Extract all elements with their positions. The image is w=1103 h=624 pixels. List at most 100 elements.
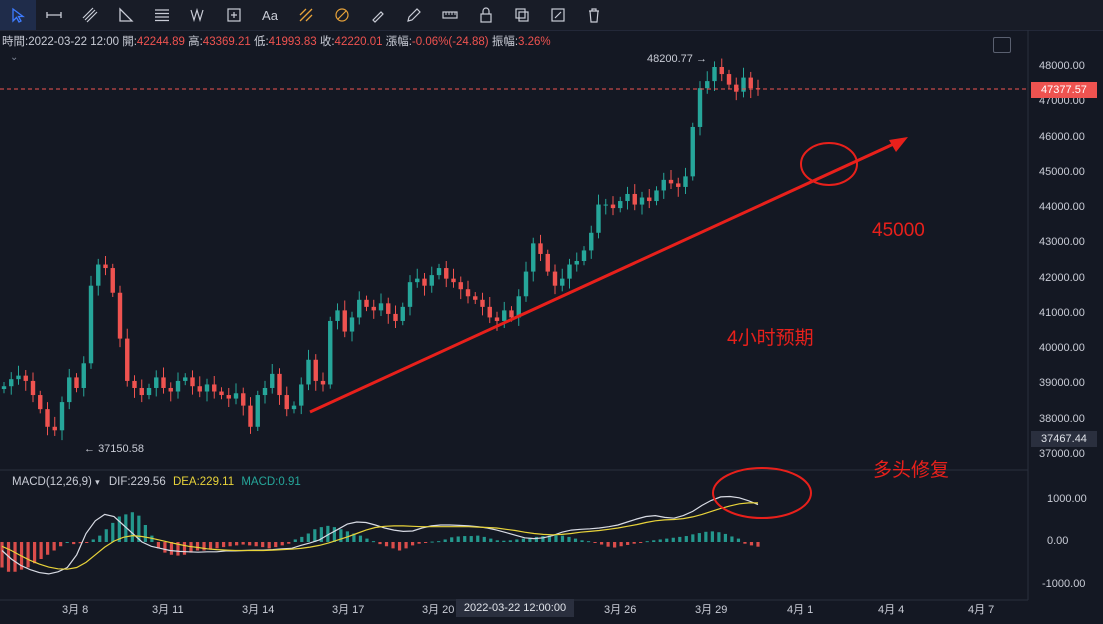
change-label: 漲幅: bbox=[385, 36, 412, 48]
expand-icon[interactable] bbox=[993, 37, 1011, 53]
macd-histogram-bar bbox=[202, 542, 206, 551]
triangle-icon[interactable] bbox=[108, 0, 144, 30]
candle-body bbox=[632, 193, 637, 205]
price-axis-label: 48000.00 bbox=[1039, 60, 1085, 72]
macd-histogram-bar bbox=[697, 533, 701, 542]
macd-menu-icon[interactable]: ▾ bbox=[95, 477, 100, 487]
low-marker-label: ← 37150.58 bbox=[84, 443, 144, 455]
candle-body bbox=[284, 395, 289, 410]
x-axis-label: 3月 29 bbox=[695, 604, 728, 616]
candle-body bbox=[299, 384, 304, 406]
copy-icon[interactable] bbox=[504, 0, 540, 30]
candle-body bbox=[487, 306, 492, 318]
candle-body bbox=[16, 375, 21, 380]
close-value: 42220.01 bbox=[334, 36, 383, 48]
x-axis-label: 4月 4 bbox=[878, 604, 905, 616]
macd-histogram-bar bbox=[32, 542, 37, 564]
candle-body bbox=[458, 282, 463, 290]
macd-histogram-bar bbox=[156, 542, 161, 549]
macd-value: MACD:0.91 bbox=[241, 476, 301, 488]
trend-line bbox=[309, 140, 899, 414]
candle-body bbox=[444, 268, 449, 279]
price-axis-label: 38000.00 bbox=[1039, 412, 1085, 425]
candle-body bbox=[668, 179, 674, 184]
candle-body bbox=[335, 310, 340, 321]
candle-body bbox=[378, 303, 384, 311]
chevron-down-icon[interactable]: ⌄ bbox=[10, 52, 19, 63]
macd-histogram-bar bbox=[717, 532, 721, 542]
target-circle bbox=[800, 142, 858, 186]
candle-body bbox=[415, 278, 420, 283]
candle-body bbox=[357, 299, 362, 318]
candle-body bbox=[494, 317, 500, 321]
macd-histogram-bar bbox=[671, 537, 675, 542]
trash-icon[interactable] bbox=[576, 0, 612, 30]
macd-histogram-bar bbox=[749, 542, 754, 546]
candle-body bbox=[23, 375, 28, 381]
macd-histogram-bar bbox=[26, 542, 30, 568]
macd-histogram-bar bbox=[391, 542, 395, 549]
macd-histogram-bar bbox=[117, 516, 121, 542]
candle-body bbox=[349, 317, 355, 332]
edit-icon[interactable] bbox=[540, 0, 576, 30]
macd-histogram-bar bbox=[554, 535, 558, 542]
horizontal-line-icon[interactable] bbox=[36, 0, 72, 30]
candle-body bbox=[451, 278, 456, 283]
candle-body bbox=[639, 197, 645, 205]
macd-histogram-bar bbox=[195, 542, 200, 551]
macd-histogram-bar bbox=[72, 542, 76, 545]
candle-body bbox=[610, 204, 616, 209]
candle-body bbox=[560, 278, 565, 286]
macd-histogram-bar bbox=[704, 531, 708, 542]
pattern-icon[interactable] bbox=[288, 0, 324, 30]
macd-histogram-bar bbox=[287, 542, 291, 544]
candle-body bbox=[625, 193, 630, 202]
candle-body bbox=[117, 292, 123, 339]
macd-histogram-bar bbox=[489, 538, 493, 542]
candle-body bbox=[676, 183, 681, 187]
macd-histogram-bar bbox=[397, 542, 402, 551]
text-icon[interactable]: Aa bbox=[262, 7, 278, 23]
macd-histogram-bar bbox=[137, 515, 141, 542]
pencil-icon[interactable] bbox=[396, 0, 432, 30]
x-axis-label: 4月 1 bbox=[787, 604, 814, 616]
gann-icon[interactable] bbox=[324, 0, 360, 30]
macd-histogram-bar bbox=[384, 542, 389, 547]
amp-label: 振幅: bbox=[491, 36, 519, 48]
macd-histogram-bar bbox=[358, 535, 363, 542]
candle-body bbox=[161, 377, 166, 388]
wave-icon[interactable] bbox=[180, 0, 216, 30]
candle-body bbox=[342, 310, 347, 332]
candle-body bbox=[603, 204, 608, 206]
parallel-channel-icon[interactable] bbox=[72, 0, 108, 30]
x-axis-label: 3月 8 bbox=[62, 604, 89, 616]
macd-histogram-bar bbox=[645, 541, 649, 543]
macd-histogram-bar bbox=[691, 534, 695, 542]
cursor-icon[interactable] bbox=[0, 0, 36, 30]
fib-icon[interactable] bbox=[144, 0, 180, 30]
brush-icon[interactable] bbox=[360, 0, 396, 30]
candle-body bbox=[473, 296, 478, 300]
candle-body bbox=[589, 232, 594, 251]
macd-histogram-bar bbox=[332, 527, 336, 542]
macd-histogram-bar bbox=[606, 542, 610, 547]
high-marker-label: 48200.77 → bbox=[647, 53, 707, 65]
candle-body bbox=[45, 409, 50, 427]
macd-histogram-bar bbox=[319, 527, 323, 542]
ruler-icon[interactable] bbox=[432, 0, 468, 30]
candle-body bbox=[407, 282, 413, 307]
candle-body bbox=[38, 395, 43, 410]
candle-body bbox=[734, 84, 739, 92]
price-axis-label: 42000.00 bbox=[1039, 271, 1085, 284]
macd-histogram-bar bbox=[300, 536, 304, 542]
candle-body bbox=[509, 310, 514, 318]
macd-histogram-bar bbox=[111, 522, 115, 542]
macd-histogram-bar bbox=[313, 529, 317, 542]
macd-axis-label: -1000.00 bbox=[1042, 577, 1086, 590]
candle-body bbox=[545, 253, 550, 272]
change-value: -0.06%(-24.88) bbox=[411, 36, 489, 48]
lock-icon[interactable] bbox=[468, 0, 504, 30]
measure-icon[interactable] bbox=[216, 0, 252, 30]
candle-body bbox=[393, 313, 398, 321]
